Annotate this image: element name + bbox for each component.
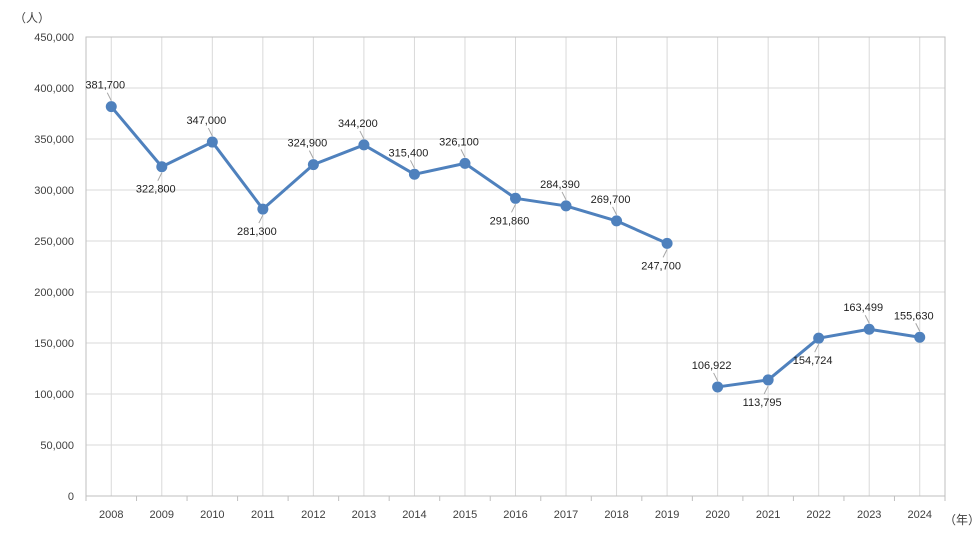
data-label: 154,724 [793,355,833,367]
data-label-leader [207,127,213,137]
x-tick-label: 2020 [705,509,729,521]
x-tick-label: 2011 [251,509,275,521]
data-label: 269,700 [591,194,631,206]
data-label-leader [460,149,466,158]
y-tick-label: 300,000 [34,185,74,197]
data-point [762,374,774,386]
data-label: 281,300 [237,226,277,238]
y-tick-label: 250,000 [34,236,74,248]
y-tick-label: 200,000 [34,287,74,299]
data-label: 315,400 [389,147,429,159]
x-tick-label: 2023 [857,509,881,521]
data-label: 113,795 [743,397,782,409]
data-label: 247,700 [641,260,681,272]
data-label: 106,922 [692,360,732,372]
data-point [257,203,269,215]
data-label-leader [662,249,668,258]
x-tick-label: 2019 [655,509,679,521]
data-label-leader [561,191,567,201]
y-axis-unit-label: （人） [14,11,50,25]
x-tick-label: 2022 [806,509,830,521]
x-tick-label: 2013 [352,509,376,521]
data-label: 326,100 [439,136,479,148]
x-tick-label: 2016 [503,509,527,521]
x-tick-label: 2021 [756,509,780,521]
x-tick-label: 2017 [554,509,578,521]
data-point [459,157,471,169]
y-tick-label: 350,000 [34,134,74,146]
data-point [206,136,218,148]
y-tick-label: 50,000 [40,440,74,452]
data-point [408,168,420,180]
data-point [813,332,825,344]
data-point [307,159,319,171]
data-label-leader [814,343,820,353]
data-point [661,237,673,249]
y-tick-label: 450,000 [34,32,74,44]
data-label-leader [258,214,264,224]
series-line [110,105,668,245]
data-point [611,215,623,227]
data-point [863,323,875,335]
x-axis-unit-label: （年） [944,513,979,527]
plot-area-border [85,36,946,497]
data-label: 344,200 [338,118,378,130]
x-tick-label: 2018 [604,509,628,521]
data-point [560,200,572,212]
y-tick-label: 400,000 [34,83,74,95]
data-label-leader [612,206,618,216]
data-label-leader [409,160,415,169]
x-tick-label: 2008 [99,509,123,521]
data-point [510,192,521,204]
data-point [105,101,117,113]
data-label-leader [511,204,516,213]
data-point [156,161,168,173]
data-label-leader [308,150,314,159]
data-label-leader [915,323,921,332]
data-label: 322,800 [136,184,176,196]
x-tick-label: 2012 [301,509,325,521]
x-tick-label: 2014 [402,509,426,521]
x-tick-label: 2009 [150,509,174,521]
data-label-leader [763,385,769,395]
data-point [358,139,370,151]
data-label-leader [713,372,719,382]
data-label: 291,860 [490,215,530,227]
data-point [914,331,926,343]
data-label: 347,000 [186,115,226,127]
data-point [712,381,724,393]
data-label: 163,499 [843,302,883,314]
data-label-leader [106,92,112,101]
data-label: 324,900 [287,138,327,150]
data-label: 155,630 [894,310,934,322]
data-label-leader [157,172,163,181]
data-label-leader [359,130,365,140]
data-label-leader [864,315,870,324]
y-tick-label: 0 [68,491,74,503]
data-label: 284,390 [540,179,580,191]
x-tick-label: 2015 [453,509,477,521]
data-label: 381,700 [85,80,125,92]
y-tick-label: 100,000 [34,389,74,401]
x-tick-label: 2024 [907,509,931,521]
y-tick-label: 150,000 [34,338,74,350]
x-tick-label: 2010 [200,509,224,521]
